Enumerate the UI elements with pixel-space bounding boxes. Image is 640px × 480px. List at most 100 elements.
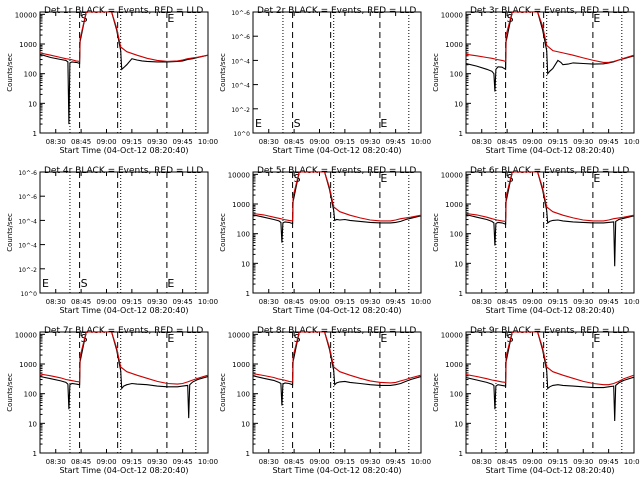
x-tick-label: 10:00 [411, 458, 431, 466]
x-tick-label: 09:30 [360, 298, 380, 306]
y-tick-label: 100 [237, 391, 250, 399]
x-tick-label: 09:45 [599, 298, 619, 306]
x-tick-label: 09:30 [573, 458, 593, 466]
y-axis-label: Counts/sec [6, 53, 14, 92]
x-tick-label: 10:00 [624, 138, 640, 146]
series-group [40, 12, 208, 125]
panel-title: Det 8r BLACK = Events, RED = LLD [257, 326, 416, 336]
y-tick-label: 1000 [445, 41, 463, 49]
plot-frame [39, 171, 209, 294]
x-tick-label: 09:15 [548, 138, 568, 146]
x-tick-label: 09:30 [147, 458, 167, 466]
panel-2: Det 2r BLACK = Events, RED = LLD 08:30 08:… [219, 6, 431, 155]
panel-6: Det 6r BLACK = Events, RED = LLD 08:30 08:… [432, 166, 640, 315]
x-tick-label: 09:00 [96, 458, 116, 466]
x-tick-label: 09:30 [147, 138, 167, 146]
panel-title: Det 1r BLACK = Events, RED = LLD [44, 6, 203, 16]
series-line-lld [466, 332, 634, 386]
y-tick-label: 10000 [15, 331, 37, 339]
y-axis-label: Counts/sec [432, 53, 440, 92]
end-marker-label: E [593, 12, 600, 25]
series-line-events [253, 332, 421, 406]
x-tick-label: 09:30 [573, 298, 593, 306]
x-axis-label: Start Time (04-Oct-12 08:20:40) [272, 146, 401, 155]
x-axis-label: Start Time (04-Oct-12 08:20:40) [59, 466, 188, 475]
y-tick-label: 10^-4 [231, 83, 250, 90]
y-axis-label: Counts/sec [6, 373, 14, 412]
series-line-events [253, 172, 421, 243]
x-tick-label: 09:00 [309, 298, 329, 306]
panel-3: Det 3r BLACK = Events, RED = LLD 08:30 08:… [432, 6, 640, 155]
x-tick-label: 09:00 [522, 298, 542, 306]
x-tick-label: 09:15 [122, 138, 142, 146]
y-tick-label: 10 [454, 420, 463, 428]
y-axis-label: Counts/sec [432, 373, 440, 412]
y-tick-label: 10000 [15, 11, 37, 19]
x-tick-label: 09:45 [599, 138, 619, 146]
x-tick-label: 09:00 [309, 458, 329, 466]
panel-8: Det 8r BLACK = Events, RED = LLD 08:30 08:… [219, 326, 431, 475]
x-tick-label: 10:00 [411, 138, 431, 146]
panel-title: Det 7r BLACK = Events, RED = LLD [44, 326, 203, 336]
y-tick-label: 1 [459, 290, 463, 298]
x-axis-label: Start Time (04-Oct-12 08:20:40) [59, 306, 188, 315]
x-tick-label: 08:30 [46, 138, 66, 146]
x-tick-label: 08:30 [472, 138, 492, 146]
x-axis-label: Start Time (04-Oct-12 08:20:40) [272, 466, 401, 475]
y-tick-label: 1000 [445, 361, 463, 369]
x-axis-label: Start Time (04-Oct-12 08:20:40) [59, 146, 188, 155]
x-tick-label: 09:15 [335, 138, 355, 146]
y-tick-label: 1 [246, 450, 250, 458]
y-tick-label: 100 [450, 71, 463, 79]
x-tick-label: 09:15 [122, 458, 142, 466]
y-tick-label: 1000 [232, 201, 250, 209]
series-line-lld [466, 172, 634, 223]
y-tick-label: 10 [28, 100, 37, 108]
panel-title: Det 3r BLACK = Events, RED = LLD [470, 6, 629, 16]
series-line-events [466, 12, 634, 92]
panel-5: Det 5r BLACK = Events, RED = LLD 08:30 08:… [219, 166, 431, 315]
series-group [253, 332, 421, 406]
series-line-lld [40, 332, 208, 385]
x-axis-label: Start Time (04-Oct-12 08:20:40) [272, 306, 401, 315]
series-line-lld [253, 172, 421, 222]
end-marker-label: E [42, 277, 49, 290]
y-tick-label: 1000 [232, 361, 250, 369]
x-tick-label: 08:30 [472, 298, 492, 306]
y-tick-label: 1 [459, 450, 463, 458]
y-tick-label: 10^-6 [18, 194, 37, 201]
x-axis-label: Start Time (04-Oct-12 08:20:40) [485, 306, 614, 315]
end-marker-label: E [167, 277, 174, 290]
start-marker-label: S [81, 277, 88, 290]
x-tick-label: 09:00 [96, 138, 116, 146]
panel-9: Det 9r BLACK = Events, RED = LLD 08:30 08:… [432, 326, 640, 475]
end-marker-label: E [380, 117, 387, 130]
x-tick-label: 09:45 [173, 138, 193, 146]
y-tick-label: 100 [450, 391, 463, 399]
y-axis-label: Counts/sec [6, 213, 14, 252]
end-marker-label: E [593, 172, 600, 185]
panel-title: Det 9r BLACK = Events, RED = LLD [470, 326, 629, 336]
y-axis-label: Counts/sec [219, 373, 227, 412]
plot-frame [465, 11, 635, 134]
plot-frame [252, 11, 422, 134]
plot-frame [465, 171, 635, 294]
x-tick-label: 09:45 [386, 458, 406, 466]
x-tick-label: 09:00 [522, 458, 542, 466]
x-tick-label: 08:30 [46, 458, 66, 466]
y-tick-label: 10000 [228, 331, 250, 339]
x-tick-label: 09:30 [147, 298, 167, 306]
panel-7: Det 7r BLACK = Events, RED = LLD 08:30 08:… [6, 326, 218, 475]
y-tick-label: 1000 [445, 201, 463, 209]
y-tick-label: 10^-6 [231, 10, 250, 17]
x-tick-label: 08:45 [497, 458, 517, 466]
x-tick-label: 10:00 [198, 298, 218, 306]
x-tick-label: 09:30 [360, 138, 380, 146]
y-tick-label: 100 [237, 231, 250, 239]
series-line-lld [40, 12, 208, 63]
x-tick-label: 08:45 [71, 138, 91, 146]
series-group [466, 12, 634, 92]
x-tick-label: 09:15 [335, 458, 355, 466]
y-axis-label: Counts/sec [432, 213, 440, 252]
y-tick-label: 10 [28, 420, 37, 428]
